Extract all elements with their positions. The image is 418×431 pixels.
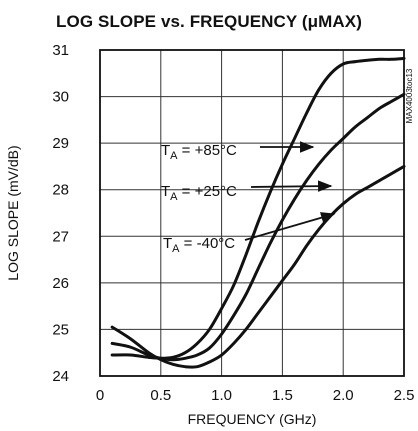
x-tick-label: 0.5 — [150, 387, 171, 404]
x-tick-label: 2.0 — [333, 387, 354, 404]
series-line-2 — [110, 164, 406, 369]
series-annotation-85: TA = +85°C — [161, 142, 237, 162]
y-tick-label: 27 — [52, 228, 69, 245]
y-axis-label: LOG SLOPE (mV/dB) — [5, 145, 21, 280]
y-tick-label: 25 — [52, 321, 69, 338]
series-annotation-25-arrow — [250, 180, 333, 192]
annotation-suffix: = +85°C — [178, 142, 238, 159]
annotation-subscript: A — [170, 150, 178, 162]
annotation-prefix: T — [161, 183, 170, 200]
annotation-prefix: T — [161, 142, 170, 159]
y-tick-label: 29 — [52, 135, 69, 152]
side-reference-label: MAX4003toc13 — [405, 68, 414, 123]
series-line-0 — [110, 56, 406, 360]
x-tick-label: 2.5 — [394, 387, 415, 404]
grid-lines — [100, 50, 404, 376]
series-annotation-minus40: TA = -40°C — [163, 235, 235, 255]
y-tick-label: 28 — [52, 182, 69, 199]
data-series — [110, 56, 406, 369]
chart-title: LOG SLOPE vs. FREQUENCY (μMAX) — [56, 12, 362, 31]
x-tick-label: 1.0 — [211, 387, 232, 404]
annotation-subscript: A — [172, 243, 180, 255]
x-tick-label: 0 — [96, 387, 104, 404]
x-axis-label: FREQUENCY (GHz) — [188, 411, 317, 427]
series-annotation-minus40-arrow — [244, 212, 336, 241]
series-annotation-25: TA = +25°C — [161, 183, 237, 203]
y-tick-label: 26 — [52, 275, 69, 292]
x-tick-labels: 0 0.5 1.0 1.5 2.0 2.5 — [96, 387, 415, 404]
y-tick-labels: 24 25 26 27 28 29 30 31 — [52, 42, 69, 385]
plot-frame — [99, 49, 405, 377]
y-tick-label: 24 — [52, 368, 69, 385]
annotation-suffix: = -40°C — [180, 235, 236, 252]
annotation-subscript: A — [170, 191, 178, 203]
series-line-1 — [110, 92, 406, 362]
x-tick-label: 1.5 — [272, 387, 293, 404]
y-tick-label: 30 — [52, 89, 69, 106]
annotation-suffix: = +25°C — [178, 183, 238, 200]
y-tick-label: 31 — [52, 42, 69, 59]
annotation-prefix: T — [163, 235, 172, 252]
